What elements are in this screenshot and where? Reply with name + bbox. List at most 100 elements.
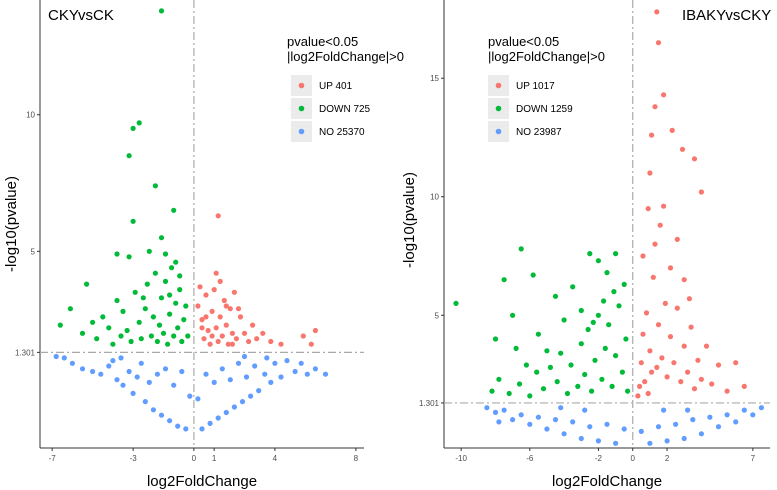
data-point-up bbox=[203, 314, 209, 320]
data-point-no bbox=[268, 379, 274, 385]
data-point-up bbox=[715, 362, 722, 368]
data-point-no bbox=[219, 366, 225, 372]
x-tick-label: 0 bbox=[631, 454, 636, 463]
data-point-no bbox=[150, 407, 156, 413]
data-point-down bbox=[154, 338, 160, 345]
data-point-down bbox=[621, 281, 627, 287]
data-point-down bbox=[130, 218, 136, 224]
data-point-up bbox=[649, 369, 655, 375]
data-point-no bbox=[241, 353, 248, 360]
data-point-down bbox=[625, 388, 631, 394]
y-tick-label: 1.301 bbox=[15, 348, 36, 357]
data-point-no bbox=[114, 377, 120, 383]
legend-label-down: DOWN 1259 bbox=[516, 104, 573, 115]
data-point-down bbox=[601, 298, 607, 304]
data-point-up bbox=[638, 360, 644, 366]
x-tick-label: -7 bbox=[49, 454, 57, 463]
data-point-up bbox=[229, 330, 235, 336]
data-point-down bbox=[67, 306, 73, 312]
legend-label-no: NO 23987 bbox=[516, 127, 562, 138]
data-point-down bbox=[453, 300, 459, 306]
data-point-down bbox=[110, 341, 116, 347]
data-point-up bbox=[199, 325, 205, 331]
data-point-no bbox=[61, 355, 67, 361]
data-point-no bbox=[558, 405, 564, 411]
data-point-no bbox=[69, 360, 75, 366]
data-point-up bbox=[235, 306, 242, 312]
x-tick-label: 8 bbox=[354, 454, 359, 463]
data-point-down bbox=[592, 357, 598, 363]
data-point-up bbox=[195, 303, 201, 309]
series-up bbox=[635, 9, 747, 399]
data-point-down bbox=[518, 246, 524, 252]
y-axis-title: -log10(pvalue) bbox=[3, 176, 20, 272]
data-point-down bbox=[160, 330, 167, 336]
data-point-down bbox=[148, 333, 154, 339]
x-tick-label: -2 bbox=[595, 454, 603, 463]
data-point-no bbox=[750, 412, 756, 418]
legend-label-up: UP 401 bbox=[319, 81, 353, 92]
legend-marker-up bbox=[495, 82, 502, 89]
data-point-down bbox=[561, 317, 567, 323]
x-axis-title: log2FoldChange bbox=[147, 473, 257, 490]
data-point-no bbox=[492, 409, 499, 415]
data-point-up bbox=[637, 383, 643, 389]
data-point-no bbox=[544, 426, 550, 432]
data-point-up bbox=[209, 308, 215, 314]
data-point-no bbox=[142, 399, 148, 405]
data-point-no bbox=[235, 360, 242, 366]
data-point-down bbox=[140, 295, 146, 301]
data-point-up bbox=[667, 334, 674, 340]
data-point-no bbox=[638, 428, 644, 434]
data-point-down bbox=[126, 254, 132, 260]
data-point-no bbox=[130, 390, 136, 396]
data-point-down bbox=[57, 322, 63, 328]
data-point-no bbox=[118, 355, 124, 361]
data-point-no bbox=[647, 440, 653, 446]
data-point-no bbox=[741, 407, 747, 413]
data-point-no bbox=[758, 405, 765, 411]
data-point-down bbox=[554, 379, 560, 385]
data-point-no bbox=[134, 374, 140, 380]
data-point-up bbox=[205, 327, 211, 334]
data-point-up bbox=[227, 306, 233, 312]
x-tick-label: 2 bbox=[665, 454, 670, 463]
data-point-no bbox=[655, 424, 662, 430]
data-point-down bbox=[568, 362, 574, 368]
data-point-no bbox=[561, 431, 567, 437]
data-point-down bbox=[79, 330, 86, 336]
x-tick-label: 1 bbox=[212, 454, 217, 463]
data-point-down bbox=[496, 376, 502, 382]
data-point-down bbox=[606, 322, 612, 328]
data-point-no bbox=[199, 426, 205, 432]
y-tick-label: 5 bbox=[31, 247, 36, 256]
data-point-down bbox=[501, 277, 507, 283]
data-point-down bbox=[623, 336, 629, 342]
data-point-up bbox=[221, 297, 227, 304]
data-point-up bbox=[649, 132, 655, 138]
data-point-down bbox=[516, 381, 523, 387]
x-tick-label: -6 bbox=[526, 454, 534, 463]
data-point-no bbox=[106, 363, 112, 369]
data-point-no bbox=[535, 414, 542, 420]
data-point-down bbox=[114, 251, 120, 257]
data-point-up bbox=[643, 310, 650, 316]
data-point-down bbox=[156, 322, 163, 328]
data-point-up bbox=[659, 355, 665, 361]
data-point-no bbox=[215, 415, 221, 421]
data-point-up bbox=[678, 379, 684, 385]
data-point-down bbox=[578, 307, 584, 314]
data-point-no bbox=[292, 368, 298, 375]
data-point-up bbox=[260, 330, 266, 336]
data-point-up bbox=[652, 104, 658, 110]
data-point-up bbox=[203, 292, 209, 298]
data-point-no bbox=[256, 388, 262, 394]
data-point-no bbox=[278, 374, 284, 380]
data-point-no bbox=[239, 399, 246, 405]
data-point-up bbox=[225, 341, 231, 347]
data-point-up bbox=[642, 379, 648, 385]
data-point-no bbox=[167, 418, 173, 424]
series-down bbox=[453, 246, 631, 399]
data-point-no bbox=[79, 366, 86, 372]
data-point-down bbox=[94, 336, 100, 342]
